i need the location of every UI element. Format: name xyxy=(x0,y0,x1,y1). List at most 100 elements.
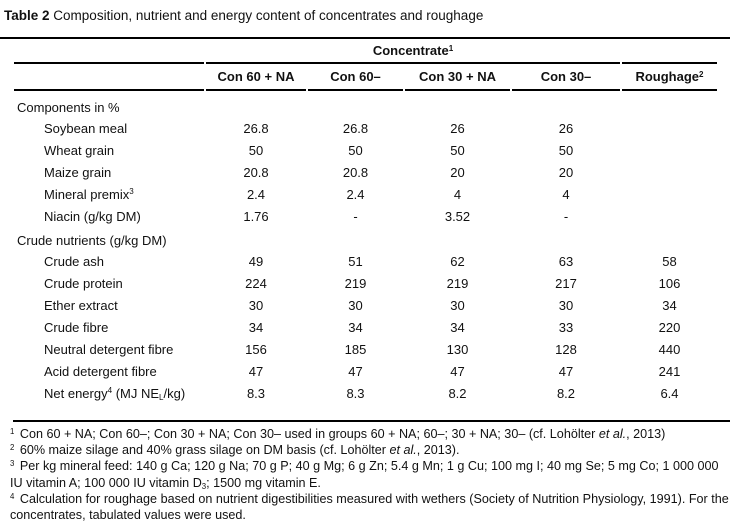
value-cell: 106 xyxy=(658,275,681,291)
footnote: 1 Con 60 + NA; Con 60–; Con 30 + NA; Con… xyxy=(10,426,666,441)
value-cell: 33 xyxy=(558,319,574,335)
value-cell: 30 xyxy=(248,297,264,313)
value-cell: 47 xyxy=(248,363,264,379)
col-header-con60na: Con 60 + NA xyxy=(206,64,306,91)
row-label: Niacin (g/kg DM) xyxy=(44,208,141,224)
row-label: Mineral premix3 xyxy=(44,186,134,202)
stub-header-cell xyxy=(14,64,204,91)
section-header-row: Components in % xyxy=(14,91,717,117)
value-cell: 2.4 xyxy=(346,186,365,202)
row-label: Wheat grain xyxy=(44,142,115,158)
value-cell: 4 xyxy=(453,186,462,202)
roughage-header-label: Roughage xyxy=(635,69,700,84)
value-cell: 8.3 xyxy=(346,385,365,401)
value-cell: 63 xyxy=(558,253,574,269)
value-cell: 156 xyxy=(245,341,267,357)
data-table: Concentrate1 Con 60 + NA Con 60– Con 30 … xyxy=(12,39,719,404)
value-cell: 20 xyxy=(558,164,574,180)
value-cell: 47 xyxy=(558,363,574,379)
value-cell: 30 xyxy=(558,297,574,313)
value-cell: 20.8 xyxy=(342,164,369,180)
table-row: Crude ash 49 51 62 63 58 xyxy=(14,250,717,272)
group-header-row: Concentrate1 xyxy=(14,39,717,64)
table-row: Ether extract 30 30 30 30 34 xyxy=(14,294,717,316)
value-cell: 224 xyxy=(245,275,267,291)
table-row: Niacin (g/kg DM) 1.76 - 3.52 - xyxy=(14,205,717,227)
value-cell: 34 xyxy=(662,297,677,313)
value-cell: 34 xyxy=(450,319,465,335)
value-cell: - xyxy=(353,208,358,224)
footnote: 2 60% maize silage and 40% grass silage … xyxy=(10,442,460,458)
value-cell: 30 xyxy=(450,297,465,313)
section-header-row: Crude nutrients (g/kg DM) xyxy=(14,227,717,250)
column-header-row: Con 60 + NA Con 60– Con 30 + NA Con 30– … xyxy=(14,64,717,91)
value-cell: 47 xyxy=(348,363,363,379)
col-header-con60minus: Con 60– xyxy=(308,64,403,91)
value-cell xyxy=(622,205,717,227)
value-cell: 30 xyxy=(348,297,363,313)
row-label: Ether extract xyxy=(44,297,118,313)
group-header-label: Concentrate xyxy=(372,43,449,58)
footnote: 3 Per kg mineral feed: 140 g Ca; 120 g N… xyxy=(10,459,719,491)
value-cell: 49 xyxy=(248,253,264,269)
value-cell: 6.4 xyxy=(660,385,679,401)
value-cell: 20 xyxy=(450,164,465,180)
table-caption-text: Composition, nutrient and energy content… xyxy=(53,8,484,23)
top-rule xyxy=(0,37,730,39)
row-label: Crude protein xyxy=(44,275,123,291)
col-header-con30minus: Con 30– xyxy=(512,64,620,91)
value-cell: 130 xyxy=(446,341,469,357)
table-row: Crude fibre 34 34 34 33 220 xyxy=(14,316,717,338)
value-cell: 34 xyxy=(248,319,264,335)
value-cell: 8.3 xyxy=(246,385,266,401)
table-row: Acid detergent fibre 47 47 47 47 241 xyxy=(14,360,717,382)
col-header-roughage: Roughage2 xyxy=(622,64,717,91)
value-cell: 217 xyxy=(555,275,577,291)
value-cell: 219 xyxy=(446,275,469,291)
section-label: Crude nutrients (g/kg DM) xyxy=(17,233,167,248)
row-label: Crude ash xyxy=(44,253,104,269)
value-cell: 47 xyxy=(450,363,465,379)
section-label: Components in % xyxy=(17,100,120,115)
value-cell: - xyxy=(563,208,569,224)
value-cell: 2.4 xyxy=(246,186,266,202)
value-cell: 26 xyxy=(450,120,465,136)
roughage-spacer-cell xyxy=(622,39,717,64)
value-cell: 440 xyxy=(658,341,681,357)
table-row: Net energy4 (MJ NEL/kg) 8.3 8.3 8.2 8.2 6.4 xyxy=(14,382,717,404)
table-row: Crude protein 224 219 219 217 106 xyxy=(14,272,717,294)
value-cell: 4 xyxy=(562,186,570,202)
value-cell: 8.2 xyxy=(556,385,576,401)
value-cell: 50 xyxy=(558,142,574,158)
value-cell: 241 xyxy=(658,363,681,379)
row-label: Soybean meal xyxy=(44,120,128,136)
value-cell: 26.8 xyxy=(342,120,369,136)
value-cell: 34 xyxy=(348,319,363,335)
value-cell: 58 xyxy=(662,253,677,269)
value-cell: 220 xyxy=(658,319,681,335)
value-cell: 50 xyxy=(348,142,363,158)
value-cell: 3.52 xyxy=(444,208,471,224)
table-row: Neutral detergent fibre 156 185 130 128 440 xyxy=(14,338,717,360)
value-cell: 26 xyxy=(558,120,574,136)
table-row: Mineral premix3 2.4 2.4 4 4 xyxy=(14,183,717,205)
footnotes: 1 Con 60 + NA; Con 60–; Con 30 + NA; Con… xyxy=(10,426,729,523)
col-header-con30na: Con 30 + NA xyxy=(405,64,510,91)
value-cell: 50 xyxy=(450,142,465,158)
value-cell: 8.2 xyxy=(448,385,467,401)
value-cell xyxy=(622,139,717,161)
value-cell: 20.8 xyxy=(243,164,269,180)
footnote: 4 Calculation for roughage based on nutr… xyxy=(10,491,729,523)
row-label: Neutral detergent fibre xyxy=(44,341,174,357)
row-label: Acid detergent fibre xyxy=(44,363,157,379)
value-cell: 219 xyxy=(344,275,367,291)
value-cell: 185 xyxy=(344,341,367,357)
value-cell: 26.8 xyxy=(243,120,269,136)
row-label: Net energy4 (MJ NEL/kg) xyxy=(44,385,186,402)
roughage-footnote-marker: 2 xyxy=(699,69,704,79)
stub-header-cell xyxy=(14,39,204,64)
table-row: Maize grain 20.8 20.8 20 20 xyxy=(14,161,717,183)
group-header-cell: Concentrate1 xyxy=(206,39,620,64)
row-label: Maize grain xyxy=(44,164,112,180)
